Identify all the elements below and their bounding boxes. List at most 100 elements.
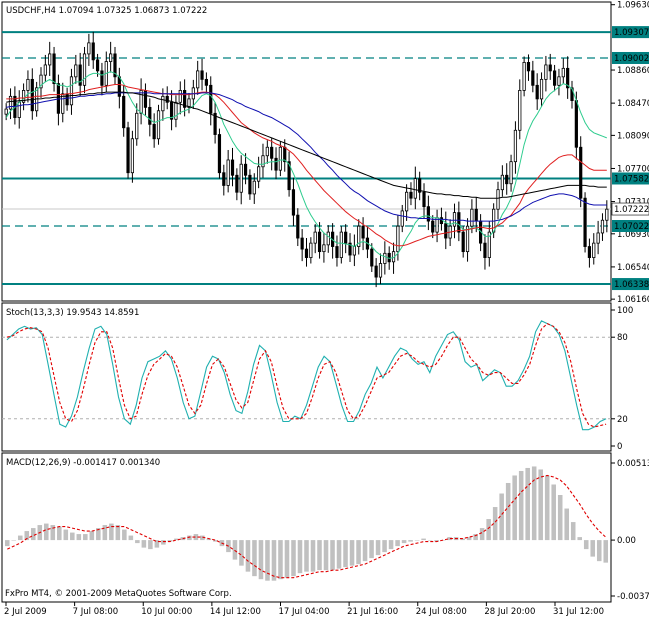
- candle[interactable]: [457, 201, 461, 242]
- candle[interactable]: [235, 168, 239, 201]
- candle[interactable]: [204, 72, 208, 94]
- candle[interactable]: [370, 243, 374, 272]
- candle[interactable]: [265, 140, 269, 164]
- candle[interactable]: [409, 182, 413, 206]
- candle[interactable]: [100, 62, 104, 96]
- candle[interactable]: [61, 82, 65, 123]
- candle[interactable]: [113, 46, 117, 85]
- candle[interactable]: [605, 200, 609, 233]
- candle[interactable]: [209, 76, 213, 126]
- candle[interactable]: [422, 183, 426, 219]
- candle[interactable]: [126, 121, 130, 179]
- candle[interactable]: [535, 73, 539, 110]
- candle[interactable]: [361, 217, 365, 251]
- candle[interactable]: [561, 58, 565, 84]
- candle[interactable]: [304, 238, 309, 267]
- candle[interactable]: [291, 177, 296, 227]
- candle[interactable]: [418, 171, 422, 201]
- candle[interactable]: [509, 154, 513, 192]
- candle[interactable]: [21, 83, 26, 111]
- candle[interactable]: [539, 72, 544, 107]
- candle[interactable]: [87, 33, 91, 66]
- candle[interactable]: [248, 169, 252, 200]
- candle[interactable]: [274, 147, 278, 180]
- candle[interactable]: [139, 78, 143, 125]
- candle[interactable]: [122, 85, 126, 137]
- candle[interactable]: [252, 173, 256, 204]
- candle[interactable]: [570, 80, 574, 109]
- candle[interactable]: [78, 52, 82, 97]
- candle[interactable]: [165, 86, 169, 110]
- candle[interactable]: [357, 219, 361, 255]
- candle[interactable]: [313, 224, 317, 254]
- candle[interactable]: [230, 147, 235, 187]
- candle[interactable]: [461, 226, 465, 258]
- candle[interactable]: [287, 151, 291, 197]
- candle[interactable]: [522, 56, 526, 97]
- candle[interactable]: [270, 138, 274, 171]
- candle[interactable]: [69, 68, 74, 115]
- candle[interactable]: [600, 213, 605, 241]
- candle[interactable]: [596, 220, 600, 255]
- candle[interactable]: [183, 79, 187, 117]
- candle[interactable]: [135, 103, 139, 146]
- macd-pane[interactable]: [4, 466, 609, 581]
- candle[interactable]: [552, 64, 557, 92]
- candle[interactable]: [257, 156, 261, 189]
- candle[interactable]: [326, 225, 330, 253]
- candle[interactable]: [322, 232, 326, 263]
- candle[interactable]: [374, 258, 378, 288]
- candle[interactable]: [278, 141, 282, 177]
- candle[interactable]: [152, 113, 156, 148]
- candle[interactable]: [200, 58, 204, 91]
- candle[interactable]: [526, 54, 531, 81]
- candle[interactable]: [383, 241, 387, 275]
- candle[interactable]: [518, 79, 522, 140]
- candle[interactable]: [43, 54, 47, 83]
- candle[interactable]: [239, 155, 243, 205]
- stochastic-pane[interactable]: [2, 320, 611, 431]
- candle[interactable]: [339, 226, 343, 264]
- candle[interactable]: [169, 90, 174, 131]
- candle[interactable]: [592, 233, 596, 265]
- candle[interactable]: [226, 149, 230, 193]
- candle[interactable]: [579, 136, 583, 208]
- candle[interactable]: [548, 53, 552, 80]
- candle[interactable]: [187, 92, 191, 114]
- candle[interactable]: [130, 130, 134, 183]
- candle[interactable]: [74, 54, 78, 84]
- candle[interactable]: [48, 41, 52, 76]
- candle[interactable]: [348, 233, 352, 262]
- candle[interactable]: [444, 211, 448, 250]
- candle[interactable]: [426, 195, 430, 231]
- candle[interactable]: [496, 181, 500, 220]
- candle[interactable]: [378, 253, 383, 285]
- candle[interactable]: [505, 163, 509, 195]
- candle[interactable]: [196, 60, 200, 95]
- candle[interactable]: [309, 237, 313, 264]
- candle[interactable]: [500, 165, 504, 197]
- candle[interactable]: [82, 46, 87, 94]
- candle[interactable]: [213, 102, 217, 144]
- main-price-pane[interactable]: [2, 31, 611, 288]
- candle[interactable]: [109, 41, 113, 73]
- candle[interactable]: [566, 56, 570, 99]
- candle[interactable]: [300, 229, 304, 262]
- candle[interactable]: [344, 224, 348, 254]
- candle[interactable]: [243, 153, 248, 185]
- candle[interactable]: [405, 184, 409, 221]
- candle[interactable]: [156, 104, 161, 145]
- candle[interactable]: [52, 46, 56, 92]
- candle[interactable]: [91, 31, 95, 69]
- candle[interactable]: [465, 218, 470, 262]
- candle[interactable]: [513, 121, 518, 174]
- candle[interactable]: [583, 192, 587, 253]
- candle[interactable]: [531, 60, 535, 93]
- candle[interactable]: [544, 55, 548, 92]
- candle[interactable]: [335, 235, 339, 267]
- candle[interactable]: [8, 88, 13, 120]
- candle[interactable]: [178, 81, 182, 115]
- candle[interactable]: [400, 204, 404, 233]
- candle[interactable]: [174, 95, 178, 128]
